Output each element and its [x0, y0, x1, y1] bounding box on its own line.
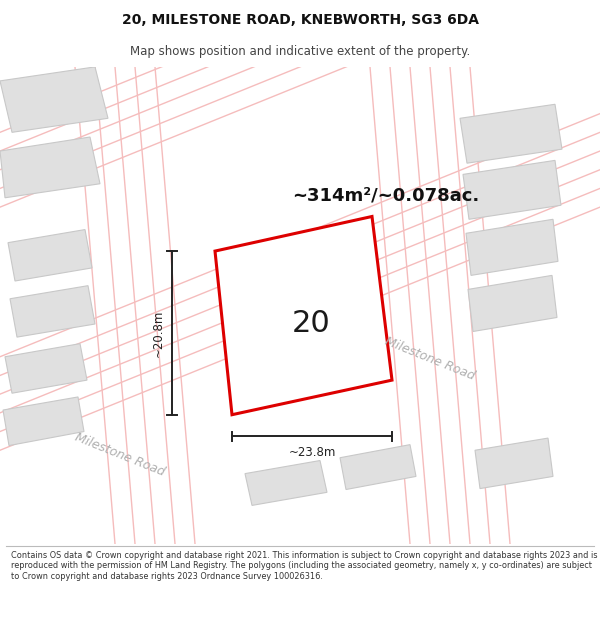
Text: ~20.8m: ~20.8m — [151, 309, 164, 357]
Text: Contains OS data © Crown copyright and database right 2021. This information is : Contains OS data © Crown copyright and d… — [11, 551, 597, 581]
Polygon shape — [248, 253, 378, 382]
Polygon shape — [468, 276, 557, 331]
Polygon shape — [5, 344, 87, 393]
Polygon shape — [463, 161, 561, 219]
Text: Milestone Road: Milestone Road — [383, 334, 477, 382]
Polygon shape — [460, 104, 562, 163]
Polygon shape — [340, 444, 416, 489]
Polygon shape — [245, 461, 327, 506]
Text: 20: 20 — [292, 309, 330, 338]
Polygon shape — [0, 137, 100, 198]
Polygon shape — [466, 219, 558, 276]
Polygon shape — [215, 216, 392, 415]
Text: ~23.8m: ~23.8m — [289, 446, 335, 459]
Text: Milestone Road: Milestone Road — [73, 431, 167, 479]
Polygon shape — [8, 229, 92, 281]
Text: 20, MILESTONE ROAD, KNEBWORTH, SG3 6DA: 20, MILESTONE ROAD, KNEBWORTH, SG3 6DA — [121, 13, 479, 28]
Text: Map shows position and indicative extent of the property.: Map shows position and indicative extent… — [130, 46, 470, 59]
Polygon shape — [475, 438, 553, 489]
Polygon shape — [3, 397, 84, 446]
Text: ~314m²/~0.078ac.: ~314m²/~0.078ac. — [292, 187, 479, 205]
Polygon shape — [0, 67, 108, 132]
Polygon shape — [10, 286, 95, 337]
